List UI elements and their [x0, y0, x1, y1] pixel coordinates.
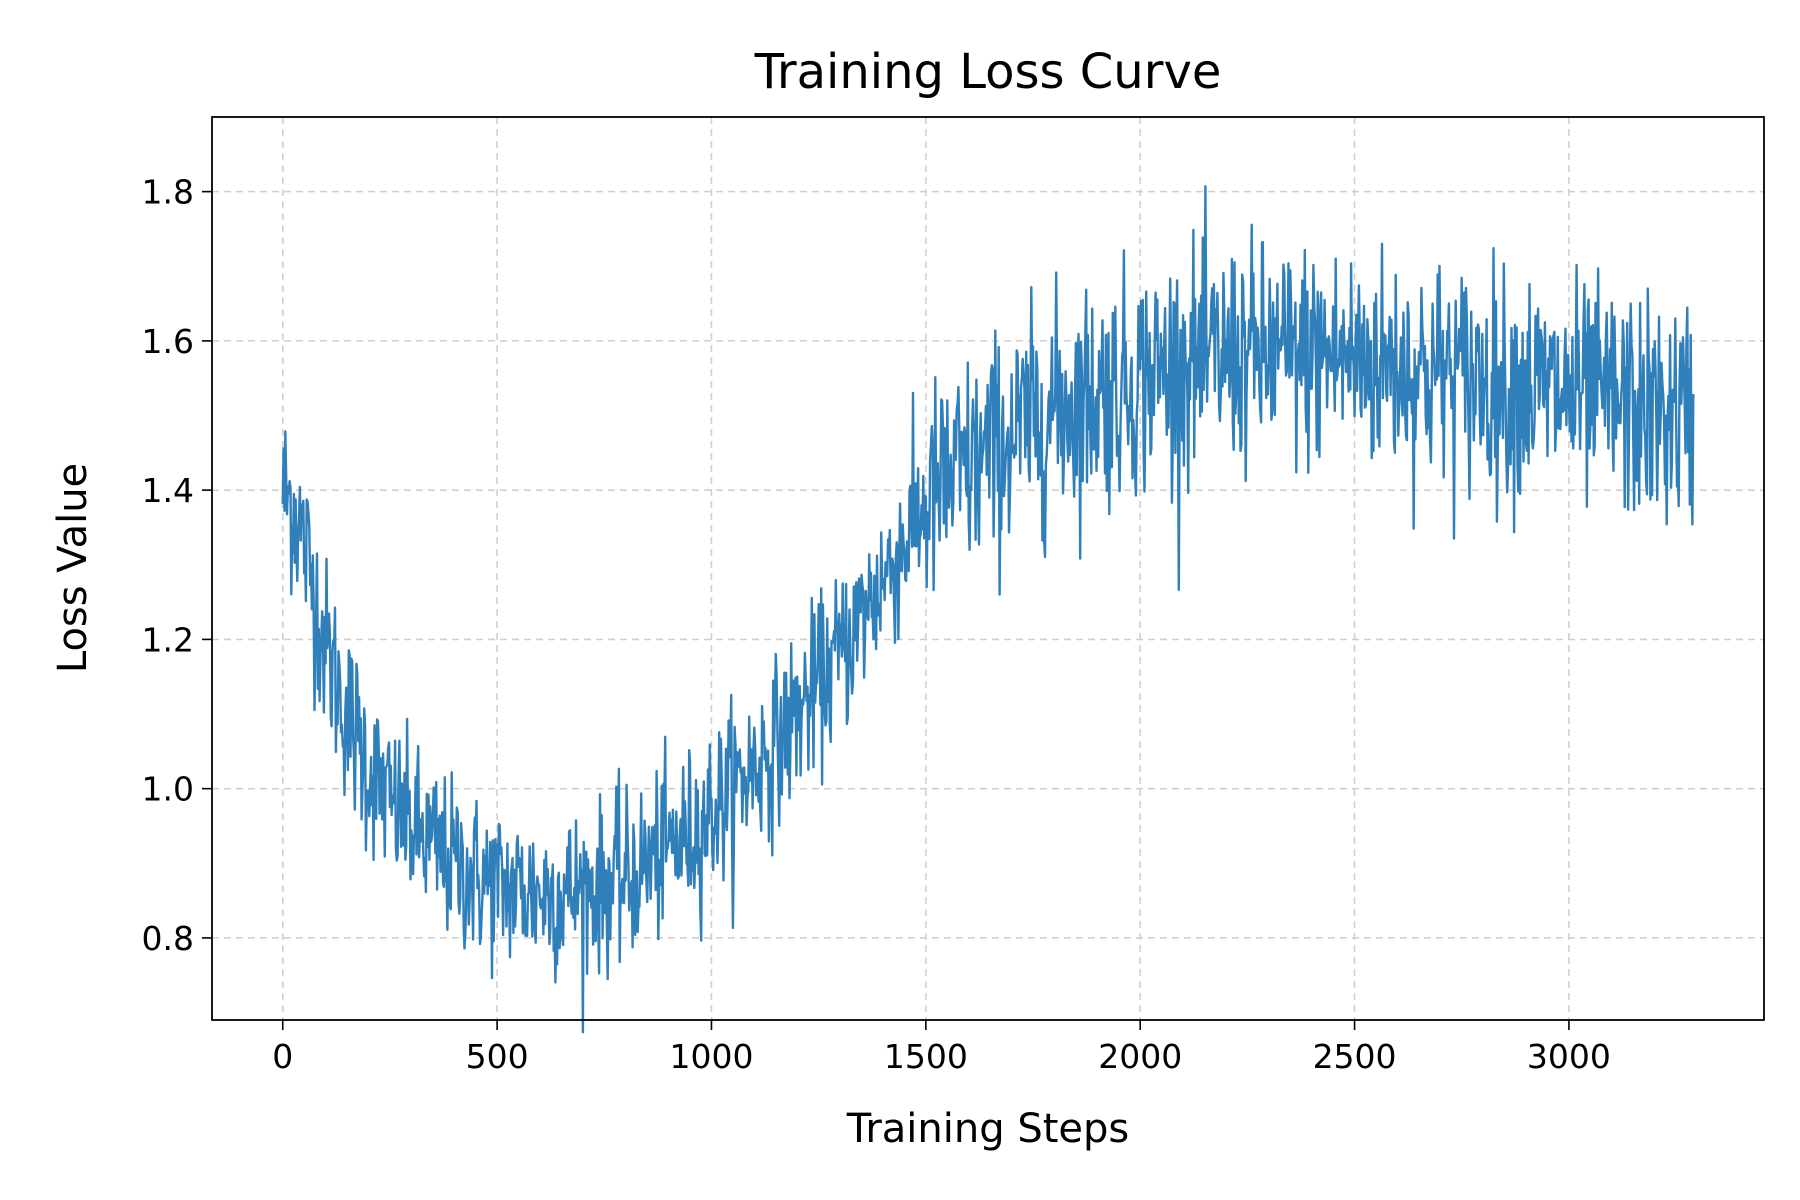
x-tick-label: 3000 — [1527, 1037, 1611, 1076]
x-axis: 0 500 1000 1500 2000 2500 3000 — [272, 1020, 1611, 1076]
y-tick-label: 0.8 — [142, 919, 194, 958]
x-tick-label: 2000 — [1098, 1037, 1182, 1076]
y-tick-label: 1.6 — [142, 322, 194, 361]
x-tick-label: 1000 — [669, 1037, 753, 1076]
y-axis: 0.8 1.0 1.2 1.4 1.6 1.8 — [142, 173, 212, 958]
y-tick-label: 1.2 — [142, 620, 194, 659]
x-tick-label: 0 — [272, 1037, 293, 1076]
grid — [212, 117, 1764, 1020]
x-axis-label: Training Steps — [846, 1106, 1129, 1152]
y-tick-label: 1.8 — [142, 173, 194, 212]
data-line-layer — [281, 185, 1695, 1034]
y-tick-label: 1.0 — [142, 770, 194, 809]
x-tick-label: 500 — [466, 1037, 529, 1076]
y-axis-label: Loss Value — [50, 463, 96, 673]
y-tick-label: 1.4 — [142, 471, 194, 510]
x-tick-label: 1500 — [884, 1037, 968, 1076]
plot-frame — [211, 116, 1765, 1021]
chart-title: Training Loss Curve — [754, 44, 1222, 100]
loss-series-line — [281, 185, 1695, 1034]
x-tick-label: 2500 — [1313, 1037, 1397, 1076]
